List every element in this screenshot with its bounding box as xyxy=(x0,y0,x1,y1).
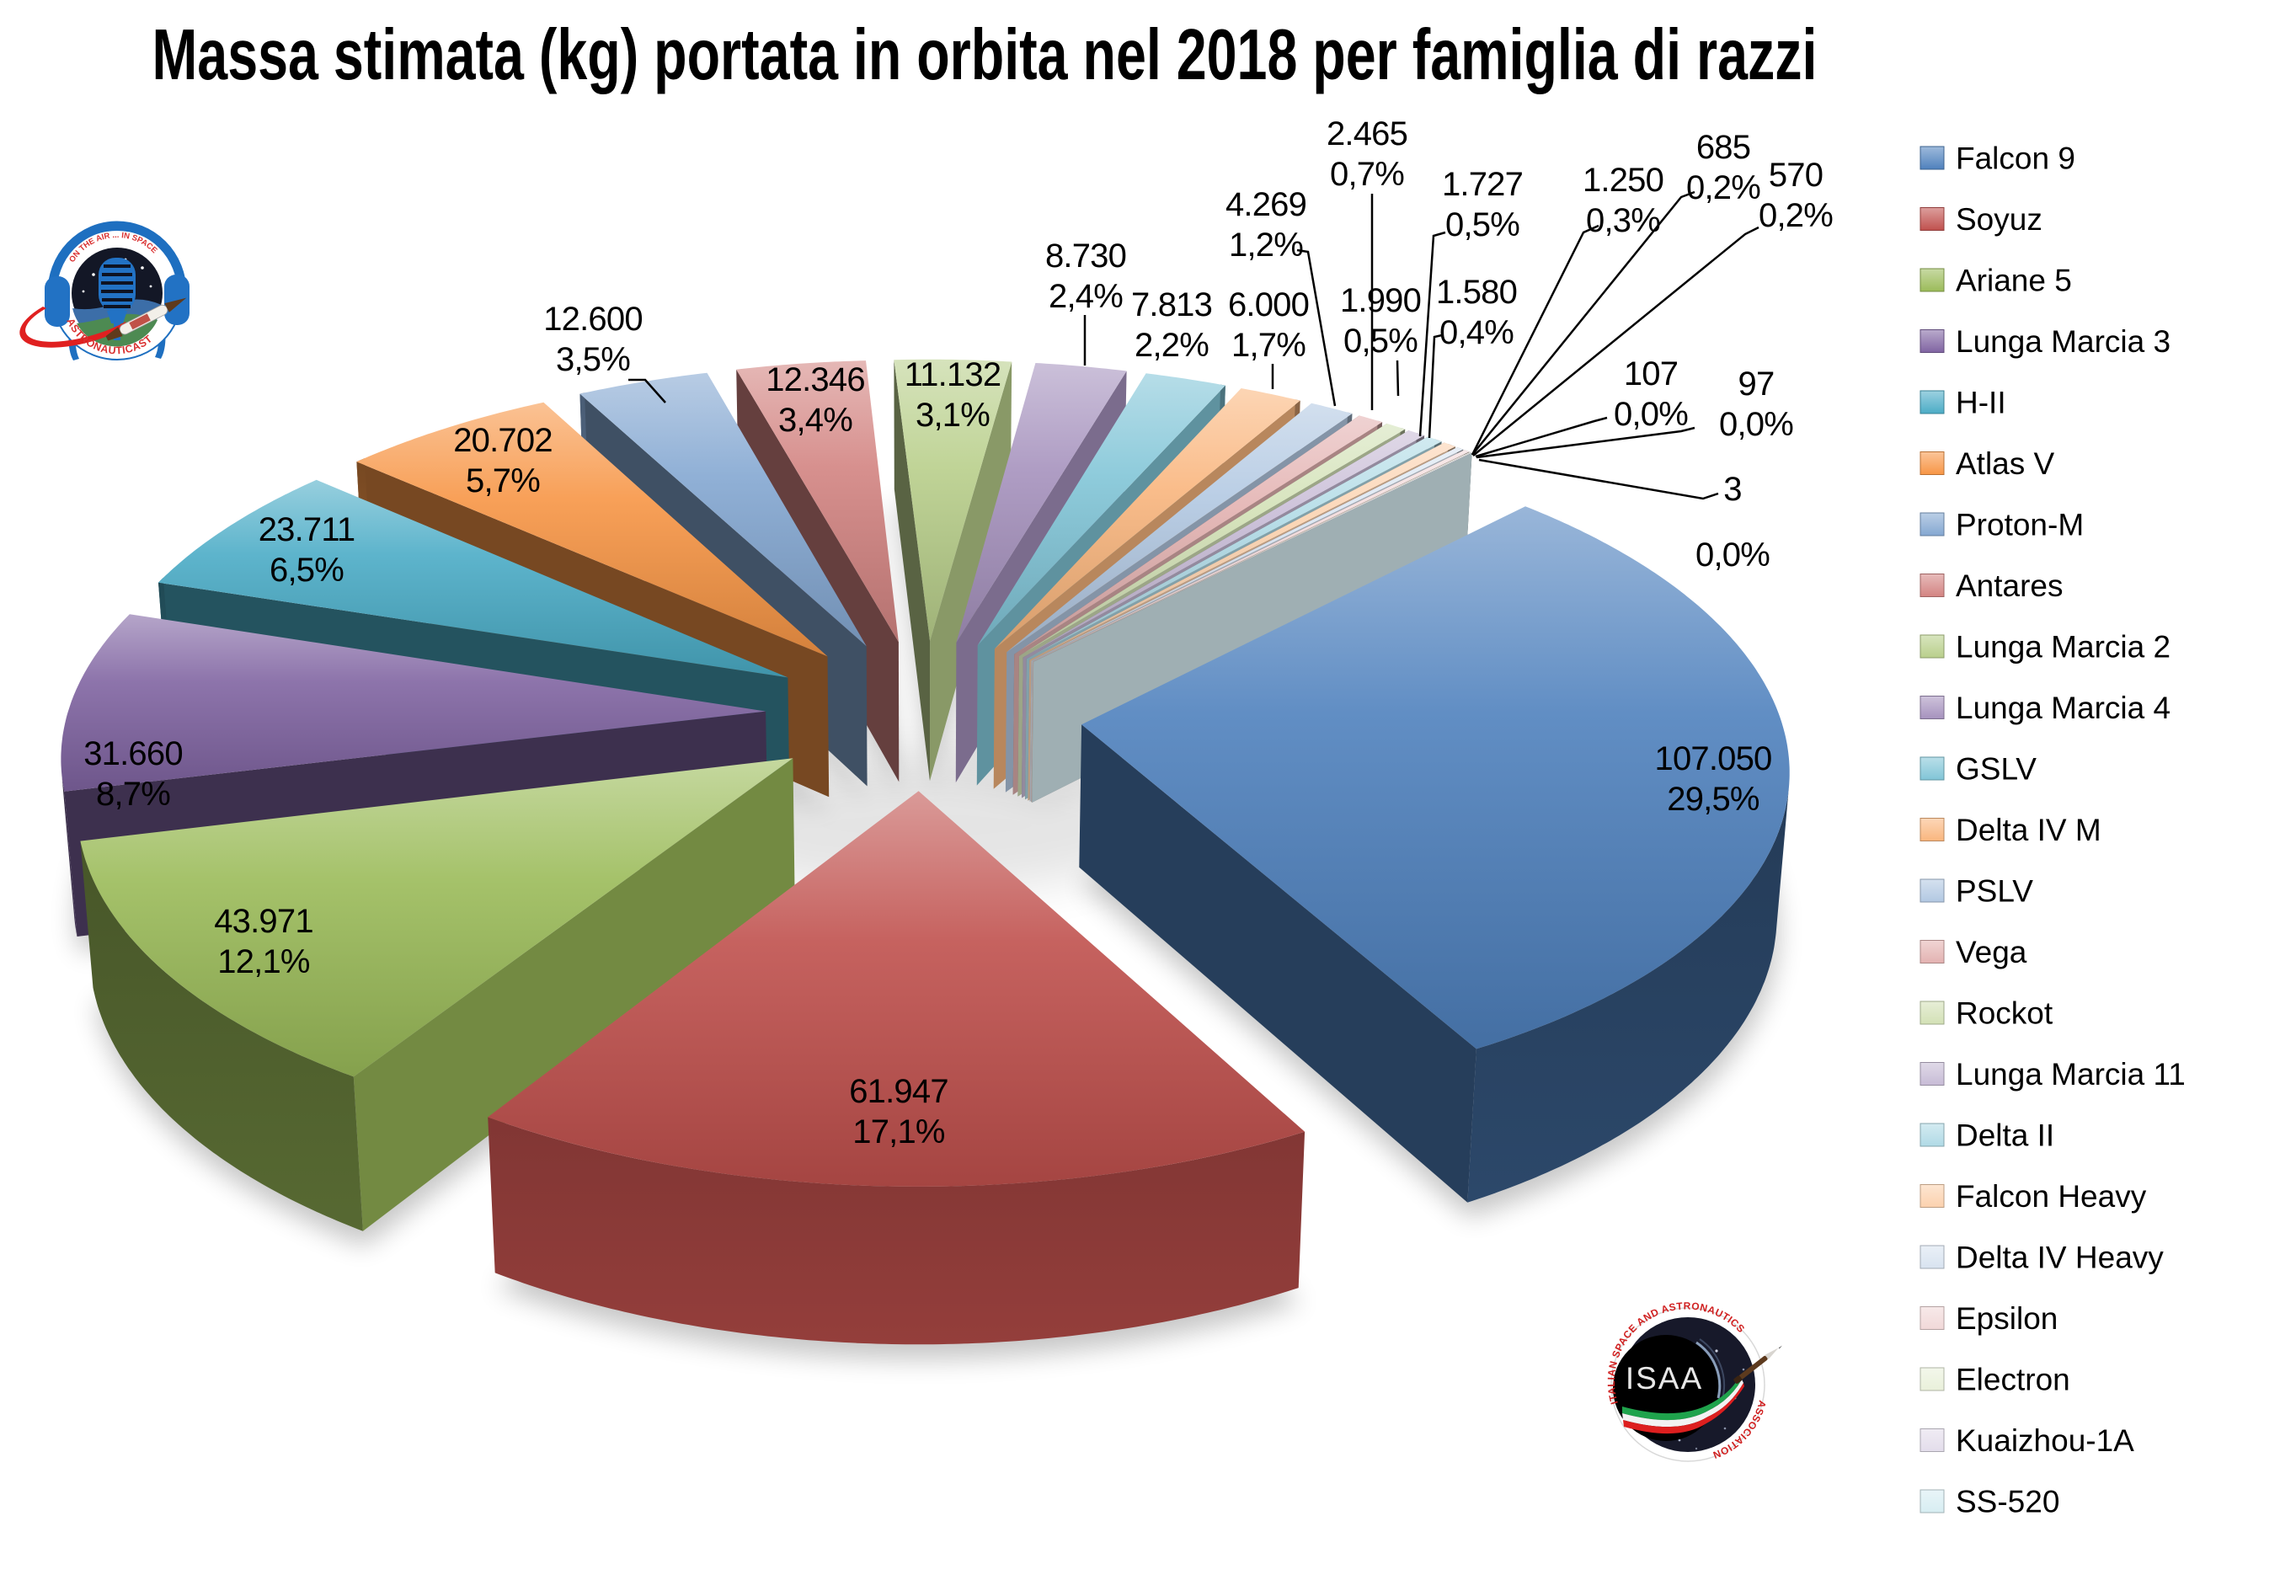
svg-text:12,1%: 12,1% xyxy=(217,943,310,980)
svg-text:PSLV: PSLV xyxy=(1956,874,2033,909)
svg-text:43.971: 43.971 xyxy=(214,903,313,940)
svg-text:1,2%: 1,2% xyxy=(1229,227,1303,264)
svg-text:3,1%: 3,1% xyxy=(916,397,990,434)
svg-text:4.269: 4.269 xyxy=(1225,186,1306,223)
svg-text:17,1%: 17,1% xyxy=(852,1113,945,1150)
svg-text:1.727: 1.727 xyxy=(1442,166,1523,203)
svg-text:Lunga Marcia 3: Lunga Marcia 3 xyxy=(1956,324,2171,359)
svg-text:29,5%: 29,5% xyxy=(1667,781,1759,818)
svg-text:61.947: 61.947 xyxy=(849,1073,948,1110)
svg-text:20.702: 20.702 xyxy=(453,422,553,459)
svg-text:Electron: Electron xyxy=(1956,1363,2070,1397)
svg-text:Delta II: Delta II xyxy=(1956,1118,2054,1153)
svg-text:Delta IV M: Delta IV M xyxy=(1956,813,2101,847)
svg-text:570: 570 xyxy=(1769,157,1823,194)
svg-text:8.730: 8.730 xyxy=(1045,238,1126,275)
svg-text:1.580: 1.580 xyxy=(1436,274,1517,311)
svg-text:Falcon 9: Falcon 9 xyxy=(1956,141,2075,176)
svg-text:23.711: 23.711 xyxy=(259,511,355,548)
svg-text:107.050: 107.050 xyxy=(1655,740,1772,777)
svg-text:3,5%: 3,5% xyxy=(556,341,630,378)
svg-text:2,4%: 2,4% xyxy=(1049,278,1123,315)
svg-text:0,0%: 0,0% xyxy=(1695,536,1770,574)
svg-text:0,5%: 0,5% xyxy=(1445,206,1519,243)
svg-text:0,2%: 0,2% xyxy=(1759,197,1833,234)
svg-text:GSLV: GSLV xyxy=(1956,752,2037,787)
svg-text:1.250: 1.250 xyxy=(1583,162,1663,199)
svg-text:Lunga Marcia 4: Lunga Marcia 4 xyxy=(1956,691,2171,725)
svg-text:Lunga Marcia 11: Lunga Marcia 11 xyxy=(1956,1057,2186,1092)
svg-text:0,7%: 0,7% xyxy=(1330,156,1404,193)
svg-text:Epsilon: Epsilon xyxy=(1956,1301,2058,1336)
svg-text:Antares: Antares xyxy=(1956,568,2064,603)
svg-text:685: 685 xyxy=(1696,129,1750,166)
svg-text:H-II: H-II xyxy=(1956,386,2006,420)
svg-text:ISAA: ISAA xyxy=(1626,1361,1703,1396)
svg-text:6.000: 6.000 xyxy=(1228,286,1309,323)
svg-text:Soyuz: Soyuz xyxy=(1956,202,2042,237)
svg-text:97: 97 xyxy=(1738,366,1775,403)
svg-text:3,4%: 3,4% xyxy=(778,402,852,439)
svg-text:6,5%: 6,5% xyxy=(270,552,344,589)
svg-text:0,0%: 0,0% xyxy=(1614,396,1688,433)
svg-text:SS-520: SS-520 xyxy=(1956,1485,2059,1519)
svg-text:Delta IV Heavy: Delta IV Heavy xyxy=(1956,1241,2164,1275)
svg-text:Vega: Vega xyxy=(1956,935,2027,969)
svg-text:Kuaizhou-1A: Kuaizhou-1A xyxy=(1956,1423,2134,1458)
svg-text:Ariane 5: Ariane 5 xyxy=(1956,264,2072,298)
svg-text:0,3%: 0,3% xyxy=(1586,202,1660,239)
svg-text:0,4%: 0,4% xyxy=(1439,314,1514,351)
svg-text:31.660: 31.660 xyxy=(83,735,183,772)
svg-text:Lunga Marcia 2: Lunga Marcia 2 xyxy=(1956,630,2171,665)
svg-text:Massa stimata (kg) portata in: Massa stimata (kg) portata in orbita nel… xyxy=(152,15,1818,95)
svg-text:Rockot: Rockot xyxy=(1956,996,2053,1031)
svg-text:0,0%: 0,0% xyxy=(1719,406,1793,443)
svg-text:12.600: 12.600 xyxy=(543,301,643,338)
svg-text:2.465: 2.465 xyxy=(1327,115,1407,152)
svg-text:Falcon Heavy: Falcon Heavy xyxy=(1956,1179,2147,1214)
svg-text:1,7%: 1,7% xyxy=(1231,327,1306,364)
svg-text:107: 107 xyxy=(1624,355,1678,392)
svg-text:5,7%: 5,7% xyxy=(466,462,540,499)
svg-text:0,2%: 0,2% xyxy=(1686,169,1760,206)
svg-text:12.346: 12.346 xyxy=(766,361,865,398)
svg-text:1.990: 1.990 xyxy=(1340,282,1421,319)
svg-text:7.813: 7.813 xyxy=(1131,286,1212,323)
svg-text:Proton-M: Proton-M xyxy=(1956,508,2084,542)
svg-text:8,7%: 8,7% xyxy=(96,776,170,813)
svg-text:Atlas V: Atlas V xyxy=(1956,446,2055,481)
svg-text:3: 3 xyxy=(1723,471,1741,508)
svg-text:11.132: 11.132 xyxy=(905,356,1001,393)
svg-text:2,2%: 2,2% xyxy=(1135,327,1209,364)
svg-text:0,5%: 0,5% xyxy=(1343,323,1418,360)
